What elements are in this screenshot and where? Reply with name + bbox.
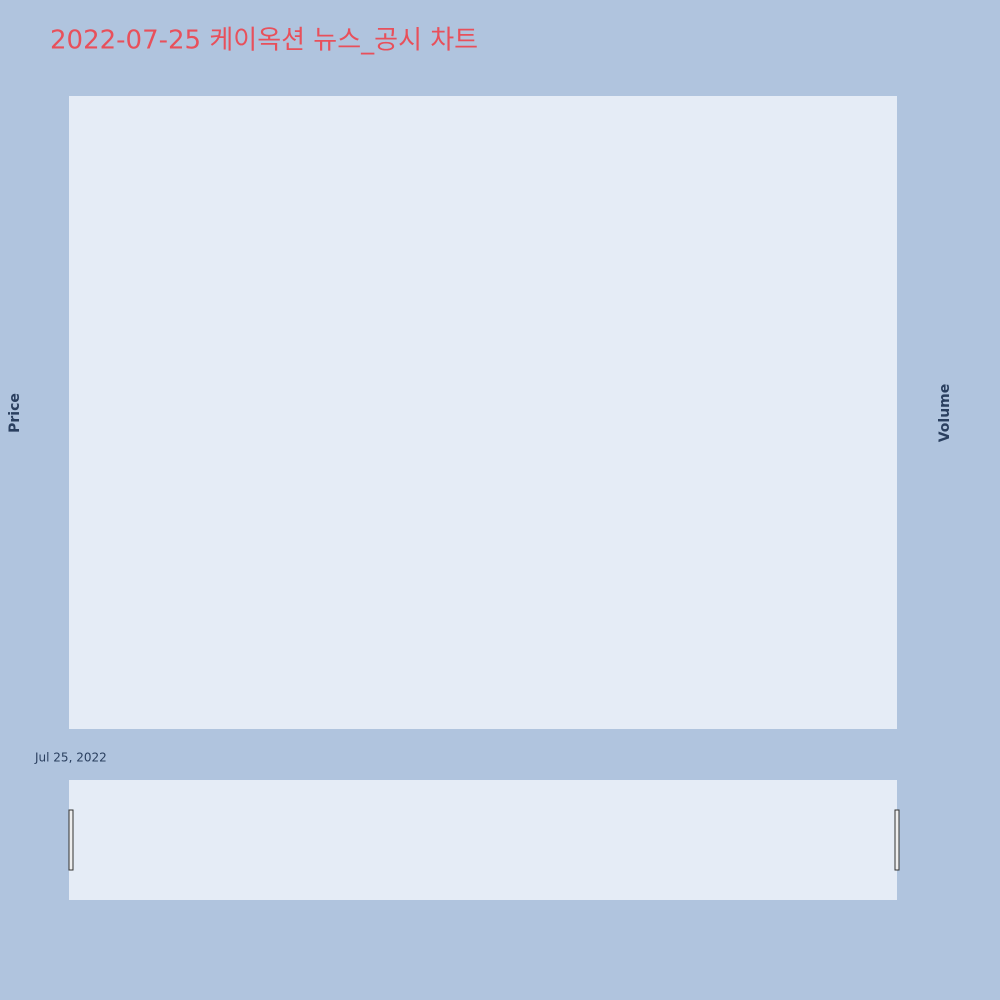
y-axis-title: Price bbox=[7, 393, 23, 433]
range-handle-right[interactable] bbox=[894, 809, 900, 871]
range-slider[interactable] bbox=[69, 780, 897, 900]
range-handle-left[interactable] bbox=[68, 809, 74, 871]
x-date-label: Jul 25, 2022 bbox=[34, 751, 107, 765]
plot-area bbox=[69, 96, 897, 729]
chart-title: 2022-07-25 케이옥션 뉴스_공시 차트 bbox=[50, 26, 478, 56]
y2-axis-title: Volume bbox=[937, 384, 953, 443]
